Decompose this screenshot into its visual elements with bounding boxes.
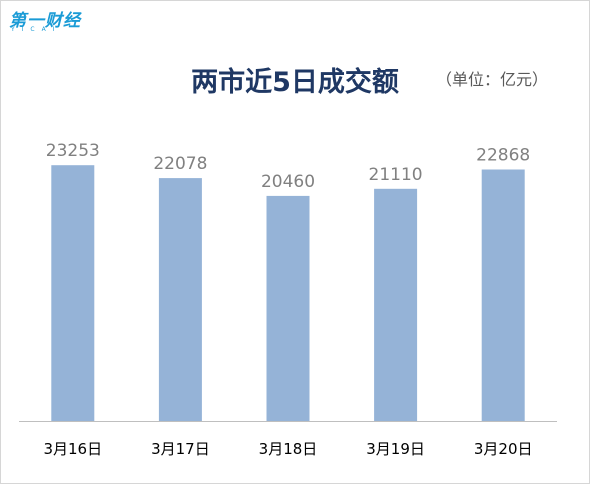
value-labels-group: 23253 22078 20460 21110 22868: [46, 141, 530, 192]
bar-5: [481, 169, 525, 421]
bar-value-label-5: 22868: [476, 146, 530, 166]
x-tick-label-4: 3月19日: [366, 440, 425, 458]
bar-value-label-2: 22078: [153, 154, 207, 174]
logo-text-cn: 第一财经: [9, 11, 81, 31]
x-tick-label-1: 3月16日: [43, 440, 102, 458]
x-tick-label-5: 3月20日: [474, 440, 533, 458]
bar-value-label-1: 23253: [46, 141, 100, 161]
x-tick-label-3: 3月18日: [259, 440, 318, 458]
bar-3: [266, 195, 310, 421]
yicai-logo: 第一财经 YICAI: [9, 6, 89, 36]
chart-title: 两市近5日成交额: [191, 67, 399, 98]
bar-value-label-4: 21110: [369, 165, 423, 185]
x-tick-label-2: 3月17日: [151, 440, 210, 458]
bar-value-label-3: 20460: [261, 172, 315, 192]
x-tick-labels-group: 3月16日 3月17日 3月18日 3月19日 3月20日: [43, 440, 532, 458]
bars-group: [51, 165, 525, 421]
bar-2: [158, 178, 202, 421]
logo-text-en: YICAI: [11, 26, 62, 33]
bar-4: [374, 188, 418, 421]
unit-label: （单位：亿元）: [435, 70, 548, 89]
bar-1: [51, 165, 95, 421]
